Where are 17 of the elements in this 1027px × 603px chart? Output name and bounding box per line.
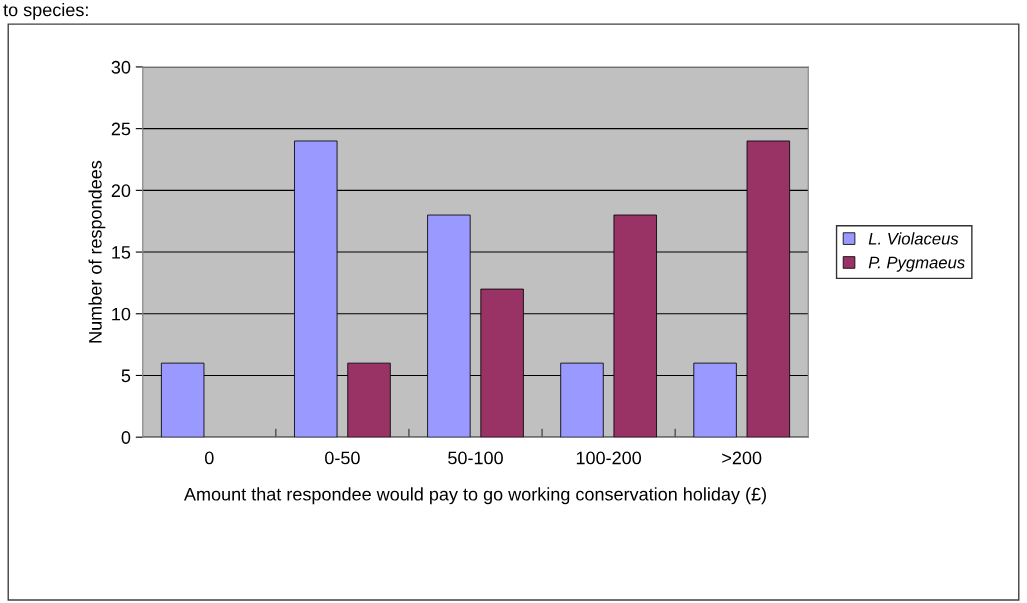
x-tick-label: 100-200 (576, 451, 642, 465)
legend-label: L. Violaceus (868, 232, 959, 245)
y-tick-label: 25 (111, 122, 131, 136)
y-tick-label: 10 (112, 307, 131, 321)
y-tick-label: 0 (121, 431, 131, 444)
x-tick-label: 0 (204, 451, 214, 465)
y-tick-label: 30 (111, 60, 131, 74)
x-tick-label: 50-100 (448, 451, 503, 465)
y-tick-label: 5 (121, 369, 131, 383)
y-tick-label: 15 (112, 246, 131, 259)
x-tick-label: 0-50 (325, 451, 360, 465)
text: to species: (3, 3, 88, 20)
x-axis-title: Amount that respondee would pay to go working conservation holiday (£) (183, 487, 766, 505)
legend-label: P. Pygmaeus (868, 256, 965, 272)
y-tick-label: 20 (111, 184, 131, 198)
y-axis-title: Number of respondees (88, 160, 106, 343)
x-tick-label: >200 (722, 451, 762, 465)
